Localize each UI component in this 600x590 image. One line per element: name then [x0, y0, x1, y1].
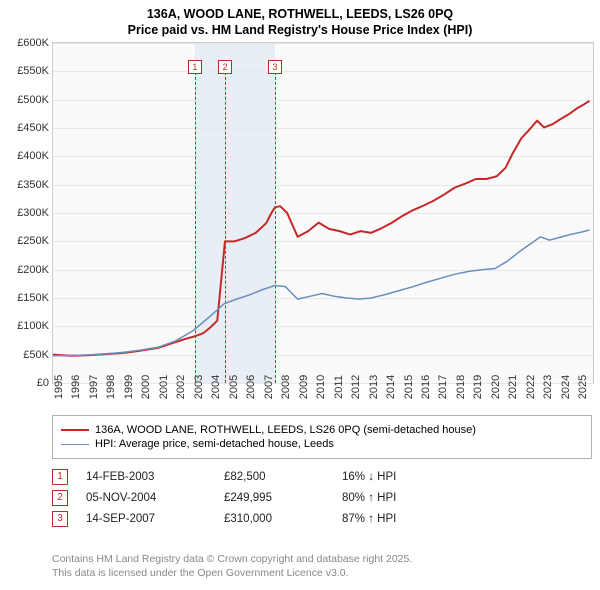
chart-plot-area: £0£50K£100K£150K£200K£250K£300K£350K£400… [52, 42, 594, 384]
legend-label: 136A, WOOD LANE, ROTHWELL, LEEDS, LS26 0… [95, 424, 476, 436]
series-hpi [53, 230, 590, 356]
transaction-delta: 80% ↑ HPI [342, 492, 396, 504]
y-tick-label: £300K [17, 207, 49, 219]
transaction-marker: 3 [52, 511, 68, 527]
transaction-marker: 1 [52, 469, 68, 485]
legend-item: HPI: Average price, semi-detached house,… [61, 438, 583, 450]
transaction-delta: 16% ↓ HPI [342, 471, 396, 483]
y-tick-label: £0 [37, 377, 49, 389]
y-tick-label: £250K [17, 235, 49, 247]
legend-item: 136A, WOOD LANE, ROTHWELL, LEEDS, LS26 0… [61, 424, 583, 436]
y-tick-label: £600K [17, 37, 49, 49]
event-marker: 2 [218, 60, 232, 74]
y-tick-label: £350K [17, 179, 49, 191]
y-tick-label: £450K [17, 122, 49, 134]
chart-lines [53, 43, 593, 383]
transaction-price: £249,995 [224, 492, 324, 504]
y-tick-label: £150K [17, 292, 49, 304]
transaction-date: 14-SEP-2007 [86, 513, 206, 525]
transaction-date: 14-FEB-2003 [86, 471, 206, 483]
transaction-marker: 2 [52, 490, 68, 506]
legend-swatch [61, 444, 89, 445]
y-tick-label: £100K [17, 320, 49, 332]
title-line2: Price paid vs. HM Land Registry's House … [0, 22, 600, 38]
transaction-row: 2 05-NOV-2004 £249,995 80% ↑ HPI [52, 490, 396, 506]
y-tick-label: £200K [17, 264, 49, 276]
y-tick-label: £500K [17, 94, 49, 106]
legend: 136A, WOOD LANE, ROTHWELL, LEEDS, LS26 0… [52, 415, 592, 459]
y-tick-label: £400K [17, 150, 49, 162]
transaction-row: 3 14-SEP-2007 £310,000 87% ↑ HPI [52, 511, 396, 527]
transaction-delta: 87% ↑ HPI [342, 513, 396, 525]
event-marker: 1 [188, 60, 202, 74]
title-line1: 136A, WOOD LANE, ROTHWELL, LEEDS, LS26 0… [0, 6, 600, 22]
transaction-price: £82,500 [224, 471, 324, 483]
transaction-price: £310,000 [224, 513, 324, 525]
legend-label: HPI: Average price, semi-detached house,… [95, 438, 334, 450]
footer-line1: Contains HM Land Registry data © Crown c… [52, 552, 412, 566]
transaction-row: 1 14-FEB-2003 £82,500 16% ↓ HPI [52, 469, 396, 485]
y-tick-label: £550K [17, 65, 49, 77]
attribution-footer: Contains HM Land Registry data © Crown c… [52, 552, 412, 580]
transaction-date: 05-NOV-2004 [86, 492, 206, 504]
y-tick-label: £50K [23, 349, 49, 361]
legend-swatch [61, 429, 89, 431]
event-marker: 3 [268, 60, 282, 74]
series-price_paid [53, 101, 590, 356]
transactions-table: 1 14-FEB-2003 £82,500 16% ↓ HPI 2 05-NOV-2004… [52, 464, 396, 532]
footer-line2: This data is licensed under the Open Gov… [52, 566, 412, 580]
